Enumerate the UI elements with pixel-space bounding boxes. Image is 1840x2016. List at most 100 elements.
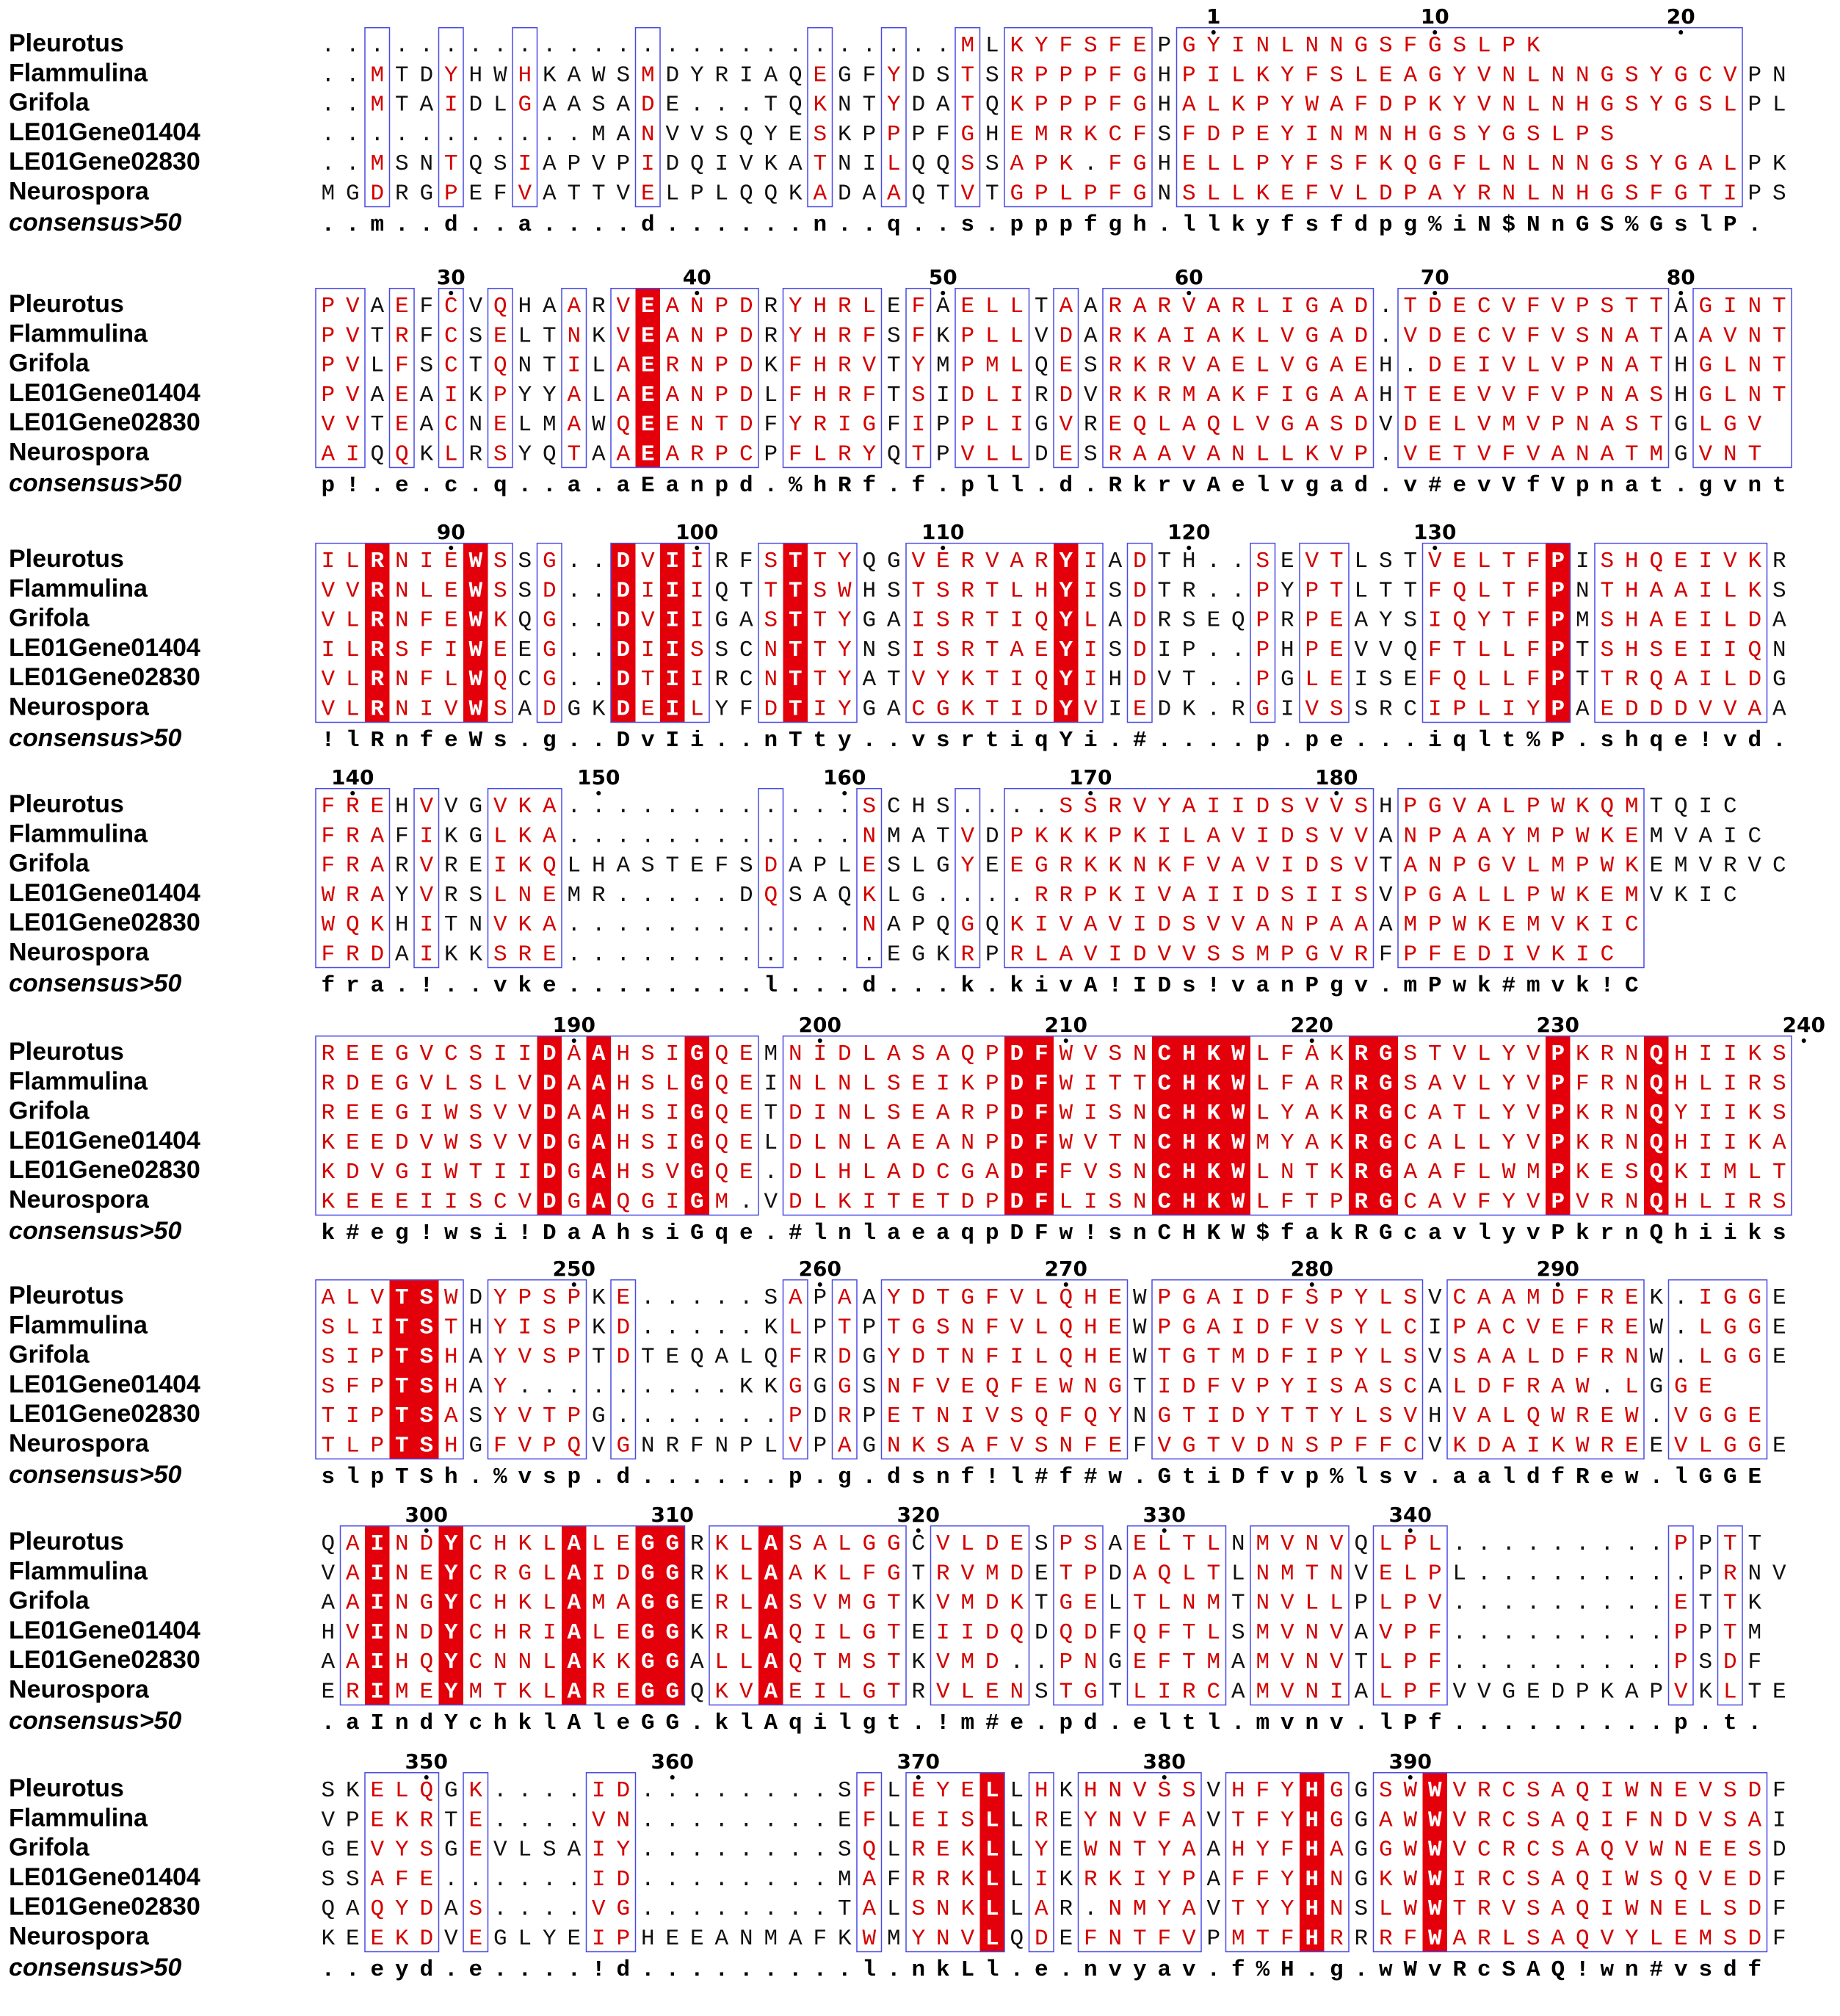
residue: G [419, 1591, 433, 1616]
residue: L [1354, 549, 1368, 574]
residue: . [1010, 794, 1024, 820]
residue: L [1452, 1374, 1466, 1400]
consensus-residue: k [1133, 473, 1147, 499]
residue: Q [764, 181, 778, 207]
residue: W [1133, 1285, 1147, 1311]
residue: D [616, 1867, 630, 1893]
residue: S [887, 578, 901, 604]
consensus-residue: l [346, 1464, 360, 1490]
consensus-residue: H [1182, 1221, 1196, 1246]
consensus-residue: q [714, 1221, 728, 1246]
residue: C [468, 1561, 482, 1586]
residue: Y [395, 1896, 409, 1922]
consensus-residue: c [1403, 1221, 1417, 1246]
residue: P [1698, 1561, 1712, 1586]
residue: P [1747, 93, 1761, 118]
residue: K [960, 667, 974, 693]
residue: K [739, 1374, 753, 1400]
residue: I [1698, 637, 1712, 663]
consensus-residue: p [1035, 212, 1048, 238]
residue: M [1133, 1896, 1147, 1922]
consensus-residue: L [960, 1957, 974, 1983]
residue: M [1502, 412, 1515, 438]
consensus-residue: . [690, 1957, 704, 1983]
residue: A [346, 1650, 360, 1675]
residue: Q [690, 1345, 704, 1370]
sequence-name: LE01Gene02830 [9, 1156, 200, 1184]
residue: L [1502, 883, 1515, 908]
consensus-residue: c [468, 1710, 482, 1736]
residue: A [1206, 294, 1220, 319]
residue: R [1354, 1071, 1368, 1096]
residue: V [1452, 1403, 1466, 1429]
residue: N [960, 1315, 974, 1340]
residue: N [1108, 1896, 1122, 1922]
residue: G [862, 1620, 876, 1646]
residue: F [1428, 1680, 1442, 1705]
residue: V [1723, 323, 1737, 349]
residue: V [346, 1620, 360, 1646]
residue: A [1305, 1071, 1319, 1096]
residue: G [1379, 1041, 1393, 1067]
residue: S [493, 549, 507, 574]
residue: F [1526, 383, 1540, 408]
residue: L [1206, 1531, 1220, 1557]
residue: . [641, 1285, 655, 1311]
residue: D [739, 353, 753, 379]
residue: W [468, 637, 482, 663]
residue: R [960, 1101, 974, 1127]
residue: . [813, 912, 827, 938]
residue: K [395, 1807, 409, 1833]
identical-residue-highlight [1004, 1036, 1029, 1215]
residue: L [838, 1531, 852, 1557]
residue: H [813, 323, 827, 349]
residue: . [567, 1807, 581, 1833]
residue: I [690, 549, 704, 574]
similarity-box [1717, 1525, 1743, 1706]
residue: T [1600, 578, 1614, 604]
residue: C [1157, 1101, 1171, 1127]
residue: K [592, 1315, 606, 1340]
similarity-box [315, 542, 513, 723]
residue: S [468, 1041, 482, 1067]
residue: Y [444, 1531, 458, 1557]
residue: E [1452, 294, 1466, 319]
residue: E [616, 1620, 630, 1646]
residue: G [1600, 62, 1614, 88]
consensus-residue: a [1157, 1957, 1171, 1983]
residue: P [813, 1434, 827, 1459]
residue: T [321, 1434, 335, 1459]
residue: S [1723, 1896, 1737, 1922]
residue: I [1723, 1190, 1737, 1215]
residue: Q [714, 1130, 728, 1156]
residue: . [641, 1838, 655, 1863]
residue: T [1059, 1561, 1073, 1586]
residue: A [1452, 1926, 1466, 1952]
residue: . [665, 33, 679, 59]
residue: I [321, 549, 335, 574]
residue: P [1035, 93, 1048, 118]
residue: T [1305, 1403, 1319, 1429]
residue: A [1403, 853, 1417, 879]
similarity-box [315, 1035, 759, 1216]
residue: . [493, 33, 507, 59]
consensus-residue: y [395, 1957, 409, 1983]
residue: R [1231, 697, 1245, 723]
residue: V [1379, 883, 1393, 908]
residue: W [1403, 1896, 1417, 1922]
residue: D [911, 1345, 925, 1370]
residue: V [1305, 1315, 1319, 1340]
residue: L [1108, 1591, 1122, 1616]
consensus-residue: a [665, 473, 679, 499]
consensus-residue: p [960, 473, 974, 499]
residue: R [960, 608, 974, 634]
consensus-residue: l [813, 1221, 827, 1246]
residue: T [1133, 1071, 1147, 1096]
residue: L [1010, 578, 1024, 604]
residue: I [1133, 883, 1147, 908]
residue: W [1551, 794, 1565, 820]
residue: L [1723, 93, 1737, 118]
residue: S [789, 883, 803, 908]
residue: K [1576, 794, 1590, 820]
residue: T [1157, 1345, 1171, 1370]
